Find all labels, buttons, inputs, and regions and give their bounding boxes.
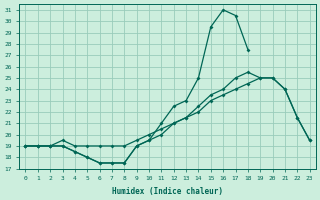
X-axis label: Humidex (Indice chaleur): Humidex (Indice chaleur) (112, 187, 223, 196)
